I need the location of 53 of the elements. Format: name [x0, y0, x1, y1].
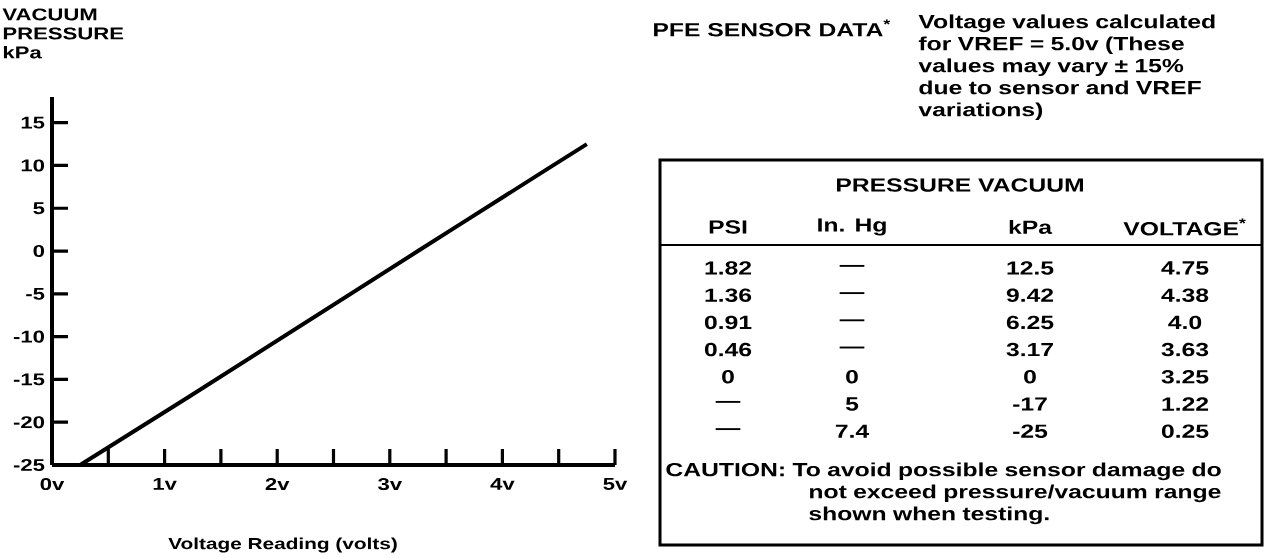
y-tick-label: -15	[13, 373, 45, 386]
text: kPa	[1009, 220, 1053, 234]
text: —	[839, 319, 865, 322]
text: 4.0	[1168, 315, 1202, 330]
text: 1.82	[705, 261, 752, 275]
x-axis-title: Voltage Reading (volts)	[168, 537, 397, 553]
text: CAUTION: To avoid possible sensor damage do not exceed pressure/vacuum range shown when testing.	[666, 462, 1221, 525]
y-tick-label: -10	[13, 330, 45, 343]
text: 3.63	[1161, 342, 1209, 357]
y-axis-title: VACUUM PRESSURE kPa	[2, 8, 124, 59]
text: 1.22	[1162, 397, 1209, 411]
text: 0	[846, 370, 858, 384]
text: 0.91	[704, 315, 752, 330]
text: PSI	[709, 220, 747, 234]
text: 1.36	[705, 288, 752, 302]
x-tick-label: 2v	[265, 478, 290, 490]
text: PFE SENSOR DATA$^{*}$	[654, 19, 891, 37]
text: -17	[1013, 397, 1047, 411]
y-tick-label: -25	[13, 458, 45, 472]
text: —	[839, 264, 865, 267]
text: 7.4	[835, 424, 870, 438]
text: In. Hg	[818, 218, 886, 236]
text: 4.75	[1161, 261, 1209, 275]
y-tick-label: 5	[33, 202, 45, 215]
text: 0	[722, 370, 734, 384]
x-tick-label: 5v	[603, 478, 628, 490]
text: PRESSURE VACUUM	[837, 178, 1083, 192]
y-tick-label: -20	[13, 416, 45, 429]
text: 4.38	[1161, 288, 1209, 302]
text: 3.17	[1006, 342, 1053, 357]
text: -25	[1013, 424, 1048, 438]
text: 5	[845, 397, 859, 411]
x-tick-label: 0v	[40, 478, 65, 491]
y-tick-label: 0	[33, 245, 45, 258]
y-tick-label: 10	[21, 159, 45, 172]
text: —	[715, 428, 741, 431]
x-tick-label: 1v	[153, 478, 177, 490]
text: 0.46	[704, 342, 752, 357]
text: VOLTAGE$^{*}$	[1123, 218, 1246, 236]
x-tick-label: 4v	[490, 478, 515, 490]
text: Voltage values calculated for VREF = 5.0v (These values may vary ± 15% due to sensor and VREF variations)	[918, 14, 1215, 121]
text: —	[839, 346, 865, 349]
text: 12.5	[1007, 261, 1054, 275]
text: 6.25	[1006, 315, 1054, 330]
text: 0	[1024, 370, 1036, 384]
text: —	[839, 292, 865, 295]
x-tick-label: 3v	[378, 478, 402, 491]
text: 0.25	[1161, 424, 1209, 438]
y-tick-label: -5	[26, 287, 45, 300]
y-tick-label: 15	[21, 116, 45, 129]
text: 3.25	[1161, 370, 1209, 384]
text: 9.42	[1006, 288, 1054, 302]
text: —	[715, 400, 741, 403]
